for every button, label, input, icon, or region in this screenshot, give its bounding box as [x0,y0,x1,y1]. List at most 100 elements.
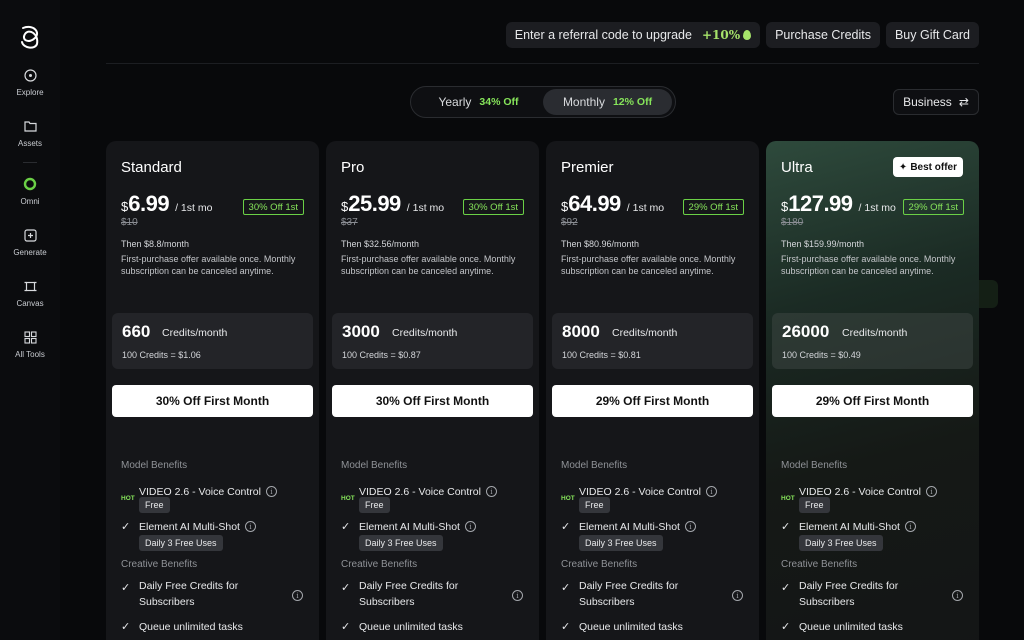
feature-queue-unlimited: ✓ Queue unlimited tasks [781,620,903,634]
subscribe-button[interactable]: 30% Off First Month [332,385,533,417]
sidebar-item-omni[interactable]: Omni [0,177,60,206]
info-icon[interactable]: i [292,590,303,601]
credits-label: Credits/month [162,327,228,339]
feature-label: Queue unlimited tasks [799,620,903,633]
feature-label: Queue unlimited tasks [139,620,243,633]
credits-amount: 8000 [562,322,600,341]
info-icon[interactable]: i [925,486,937,497]
sidebar-item-all-tools[interactable]: All Tools [0,330,60,359]
subscribe-button[interactable]: 29% Off First Month [772,385,973,417]
currency-symbol: $ [121,199,129,214]
info-icon[interactable]: i [464,521,476,532]
free-badge: Free [799,497,830,513]
feature-daily-credits: ✓ Daily Free Credits for Subscribers [341,580,469,610]
price-period: / 1st mo [858,202,896,214]
sidebar-item-label: All Tools [15,350,45,359]
feature-label: VIDEO 2.6 - Voice Control [579,485,701,498]
plan-name: Premier [561,159,614,176]
check-icon: ✓ [781,582,791,594]
info-icon[interactable]: i [485,486,497,497]
discount-tag: 29% Off 1st [682,199,744,215]
info-icon[interactable]: i [952,590,963,601]
plan-price: $ 64.99 / 1st mo [561,191,664,217]
credits-box: 8000 Credits/month 100 Credits = $0.81 [552,313,753,369]
generate-icon [23,228,37,242]
original-price: $180 [781,217,804,228]
daily-uses-badge: Daily 3 Free Uses [359,535,443,551]
feature-element-multishot: ✓ Element AI Multi-Shot i [561,520,696,533]
check-icon: ✓ [121,621,131,633]
plan-name: Pro [341,159,365,176]
currency-symbol: $ [561,199,569,214]
credits-label: Credits/month [842,327,908,339]
feature-label: Element AI Multi-Shot [799,520,900,533]
toggle-option-monthly[interactable]: Monthly 12% Off [543,89,672,115]
currency-symbol: $ [341,199,349,214]
info-icon[interactable]: i [684,521,696,532]
free-badge: Free [359,497,390,513]
credit-rate: 100 Credits = $0.81 [562,350,641,360]
subscribe-button[interactable]: 30% Off First Month [112,385,313,417]
info-icon[interactable]: i [512,590,523,601]
sidebar-item-explore[interactable]: Explore [0,68,60,97]
sidebar-item-label: Generate [13,248,47,257]
referral-label: Enter a referral code to upgrade [514,28,692,42]
section-creative-benefits: Creative Benefits [561,559,638,570]
original-price: $37 [341,217,358,228]
renewal-price: Then $159.99/month [781,239,865,249]
info-icon[interactable]: i [904,521,916,532]
plan-name: Ultra [781,159,813,176]
plan-card-standard: Standard $ 6.99 / 1st mo 30% Off 1st $10… [106,141,319,640]
feature-daily-credits: ✓ Daily Free Credits for Subscribers [121,580,249,610]
hot-badge: HOT [341,495,355,502]
sidebar-item-canvas[interactable]: Canvas [0,279,60,308]
feature-label: Daily Free Credits for Subscribers [139,580,239,608]
plan-card-premier: Premier $ 64.99 / 1st mo 29% Off 1st $92… [546,141,759,640]
sidebar-item-assets[interactable]: Assets [0,119,60,148]
renewal-price: Then $80.96/month [561,239,640,249]
offer-note: First-purchase offer available once. Mon… [341,254,516,276]
feature-label: Element AI Multi-Shot [579,520,680,533]
info-icon[interactable]: i [265,486,277,497]
hot-badge: HOT [781,495,795,502]
plan-card-pro: Pro $ 25.99 / 1st mo 30% Off 1st $37 The… [326,141,539,640]
free-badge: Free [139,497,170,513]
plan-card-ultra: Ultra $ 127.99 / 1st mo 29% Off 1st $180… [766,141,979,640]
discount-tag: 30% Off 1st [462,199,524,215]
price-amount: 6.99 [128,191,170,216]
info-icon[interactable]: i [244,521,256,532]
feature-video-voice-control: HOT VIDEO 2.6 - Voice Control i [121,481,277,502]
info-icon[interactable]: i [705,486,717,497]
currency-symbol: $ [781,199,789,214]
section-creative-benefits: Creative Benefits [121,559,198,570]
original-price: $92 [561,217,578,228]
referral-code-button[interactable]: Enter a referral code to upgrade +10% [505,22,761,48]
feature-queue-unlimited: ✓ Queue unlimited tasks [341,620,463,634]
credits-amount: 26000 [782,322,830,341]
app-logo-icon[interactable] [17,24,43,50]
sidebar-item-generate[interactable]: Generate [0,228,60,257]
price-period: / 1st mo [626,202,665,214]
subscribe-button[interactable]: 29% Off First Month [552,385,753,417]
buy-gift-card-button[interactable]: Buy Gift Card [885,22,979,48]
price-amount: 64.99 [568,191,621,216]
hot-badge: HOT [121,495,135,502]
plan-price: $ 25.99 / 1st mo [341,191,444,217]
credit-rate: 100 Credits = $0.87 [342,350,421,360]
check-icon: ✓ [341,582,351,594]
discount-tag: 29% Off 1st [902,199,964,215]
feature-label: Queue unlimited tasks [359,620,463,633]
toggle-option-yearly[interactable]: Yearly 34% Off [414,89,543,115]
check-icon: ✓ [121,521,131,533]
daily-uses-badge: Daily 3 Free Uses [139,535,223,551]
green-drop-icon [743,30,752,40]
purchase-credits-button[interactable]: Purchase Credits [766,22,880,48]
credits-box: 3000 Credits/month 100 Credits = $0.87 [332,313,533,369]
info-icon[interactable]: i [732,590,743,601]
omni-ring-icon [23,177,37,191]
plan-name: Standard [121,159,182,176]
business-button[interactable]: Business ⇄ [893,89,979,115]
toggle-option-label: Monthly [562,95,605,109]
original-price: $10 [121,217,138,228]
feature-daily-credits: ✓ Daily Free Credits for Subscribers [561,580,689,610]
